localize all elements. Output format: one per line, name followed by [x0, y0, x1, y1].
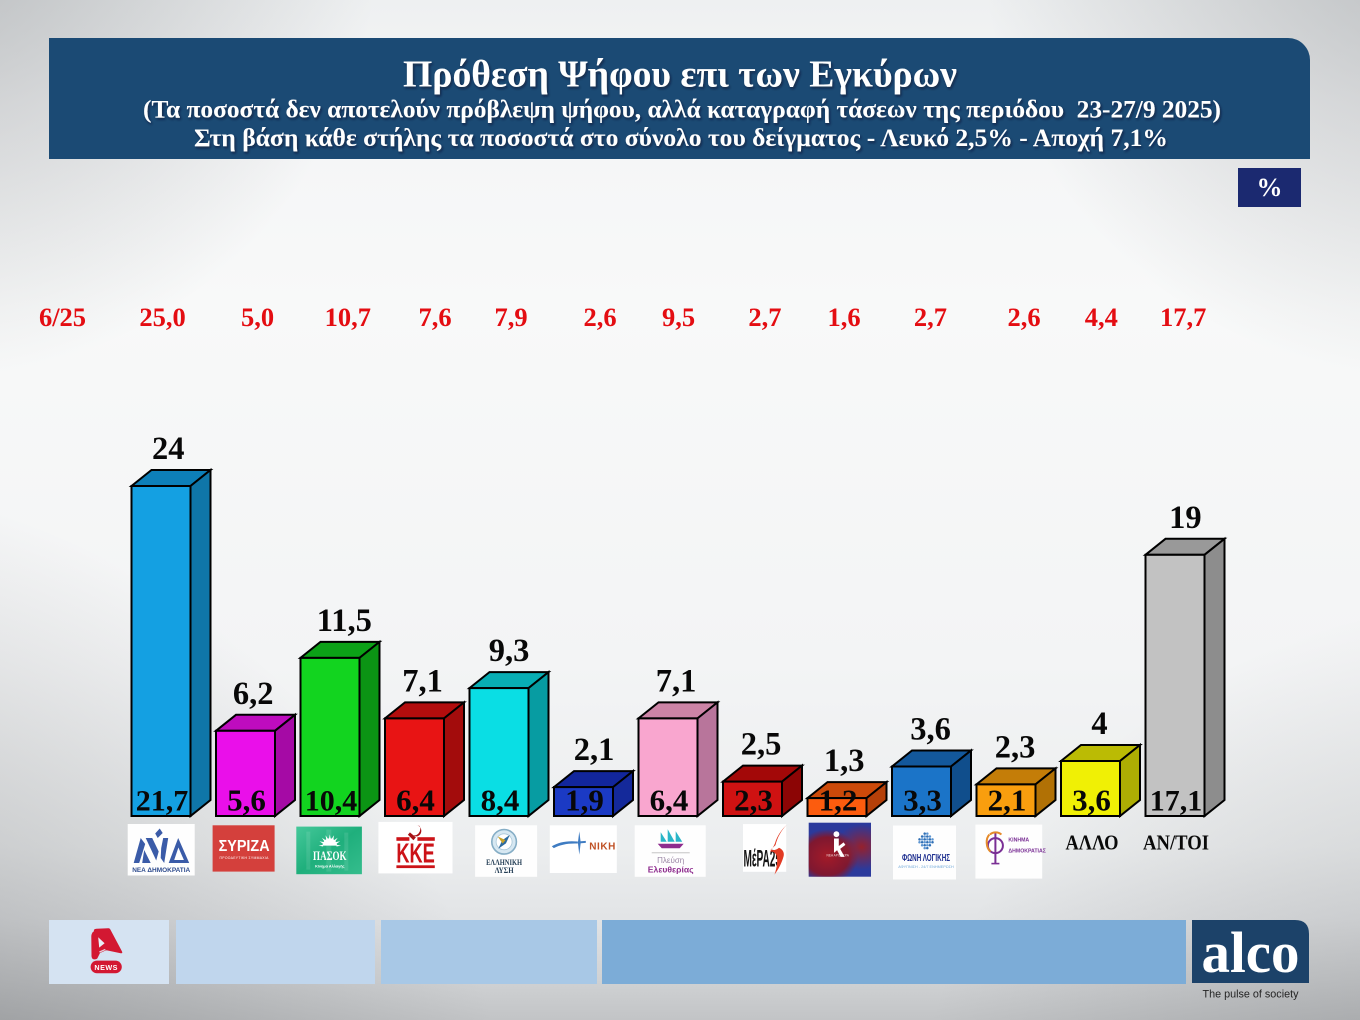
svg-text:ΑΝ/ΤΟΙ: ΑΝ/ΤΟΙ — [1143, 830, 1209, 854]
svg-text:4: 4 — [1091, 706, 1107, 742]
svg-text:1,9: 1,9 — [565, 783, 604, 818]
svg-text:3,6: 3,6 — [1072, 783, 1111, 818]
svg-text:Ελευθερίας: Ελευθερίας — [648, 864, 694, 874]
svg-text:2,1: 2,1 — [988, 783, 1027, 818]
svg-text:6,4: 6,4 — [396, 783, 435, 818]
svg-text:8,4: 8,4 — [481, 783, 520, 818]
svg-text:ΝΙΚΗ: ΝΙΚΗ — [589, 842, 615, 853]
svg-text:1,2: 1,2 — [819, 783, 858, 818]
svg-text:ΚΙΝΗΜΑ: ΚΙΝΗΜΑ — [1008, 838, 1029, 844]
svg-text:2,7: 2,7 — [748, 302, 781, 332]
svg-text:10,4: 10,4 — [305, 785, 358, 818]
svg-text:7,6: 7,6 — [418, 302, 451, 332]
svg-text:6/25: 6/25 — [39, 302, 86, 332]
svg-text:ΑΦΥΠΝΙΣΗ - 24/7 ΕΝΗΜΕΡΩΣΗ: ΑΦΥΠΝΙΣΗ - 24/7 ΕΝΗΜΕΡΩΣΗ — [898, 865, 954, 869]
svg-text:5,6: 5,6 — [227, 783, 266, 818]
svg-text:7,1: 7,1 — [656, 663, 697, 699]
svg-text:2,1: 2,1 — [574, 732, 615, 768]
svg-text:ΛΥΣΗ: ΛΥΣΗ — [495, 866, 515, 875]
svg-text:1,3: 1,3 — [824, 743, 865, 779]
svg-text:3,6: 3,6 — [910, 712, 951, 748]
svg-text:2,3: 2,3 — [995, 729, 1036, 765]
svg-text:ΜέΡΑ25: ΜέΡΑ25 — [744, 846, 782, 873]
svg-text:alco: alco — [1202, 920, 1300, 985]
svg-text:4,4: 4,4 — [1085, 302, 1118, 332]
svg-text:9,5: 9,5 — [662, 302, 695, 332]
svg-text:5,0: 5,0 — [241, 302, 274, 332]
svg-text:KKE: KKE — [396, 838, 435, 869]
svg-text:17,1: 17,1 — [1150, 785, 1203, 818]
svg-text:ΕΛΛΗΝΙΚΗ: ΕΛΛΗΝΙΚΗ — [486, 858, 523, 867]
svg-text:ΠΑΣΟΚ: ΠΑΣΟΚ — [313, 849, 347, 863]
svg-text:Στη βάση κάθε στήλης τα ποσοστ: Στη βάση κάθε στήλης τα ποσοστά στο σύνο… — [194, 123, 1168, 152]
svg-text:2,6: 2,6 — [1008, 302, 1041, 332]
svg-text:25,0: 25,0 — [139, 302, 185, 332]
svg-text:ΝΕΑ ΔΗΜΟΚΡΑΤΙΑ: ΝΕΑ ΔΗΜΟΚΡΑΤΙΑ — [132, 867, 190, 874]
svg-text:ΣΥΡΙΖΑ: ΣΥΡΙΖΑ — [219, 838, 270, 855]
svg-text:Κίνημα Αλλαγής: Κίνημα Αλλαγής — [315, 865, 344, 869]
svg-text:19: 19 — [1169, 500, 1202, 536]
svg-text:10,7: 10,7 — [325, 302, 371, 332]
svg-text:9,3: 9,3 — [489, 633, 530, 669]
svg-text:ΝΕΑ ΑΡΙΣΤΕΡΑ: ΝΕΑ ΑΡΙΣΤΕΡΑ — [827, 854, 850, 858]
svg-text:11,5: 11,5 — [317, 603, 372, 639]
svg-text:(Τα ποσοστά δεν αποτελούν πρόβ: (Τα ποσοστά δεν αποτελούν πρόβλεψη ψήφου… — [143, 95, 1221, 123]
svg-text:7,9: 7,9 — [494, 302, 527, 332]
svg-text:ΔΗΜΟΚΡΑΤΙΑΣ: ΔΗΜΟΚΡΑΤΙΑΣ — [1008, 849, 1045, 855]
svg-text:24: 24 — [152, 431, 185, 467]
svg-text:Πρόθεση Ψήφου επι των Εγκύρων: Πρόθεση Ψήφου επι των Εγκύρων — [403, 54, 957, 96]
svg-text:17,7: 17,7 — [1160, 302, 1206, 332]
svg-text:The pulse of society: The pulse of society — [1202, 989, 1299, 1001]
svg-text:ΑΛΛΟ: ΑΛΛΟ — [1066, 830, 1119, 854]
svg-text:3,3: 3,3 — [903, 783, 942, 818]
svg-text:21,7: 21,7 — [136, 785, 189, 818]
svg-text:2,7: 2,7 — [914, 302, 947, 332]
svg-text:NEWS: NEWS — [94, 963, 118, 972]
svg-text:7,1: 7,1 — [402, 663, 443, 699]
svg-text:2,5: 2,5 — [741, 727, 782, 763]
svg-text:ΠΡΟΟΔΕΥΤΙΚΗ ΣΥΜΜΑΧΙΑ: ΠΡΟΟΔΕΥΤΙΚΗ ΣΥΜΜΑΧΙΑ — [220, 856, 270, 860]
svg-text:2,3: 2,3 — [734, 783, 773, 818]
svg-text:6,4: 6,4 — [650, 783, 689, 818]
svg-text:2,6: 2,6 — [583, 302, 616, 332]
svg-text:Πλεύση: Πλεύση — [657, 856, 684, 865]
svg-text:1,6: 1,6 — [827, 302, 860, 332]
svg-text:6,2: 6,2 — [233, 676, 274, 712]
svg-text:ΦΩΝΗ ΛΟΓΙΚΗΣ: ΦΩΝΗ ΛΟΓΙΚΗΣ — [902, 853, 950, 864]
